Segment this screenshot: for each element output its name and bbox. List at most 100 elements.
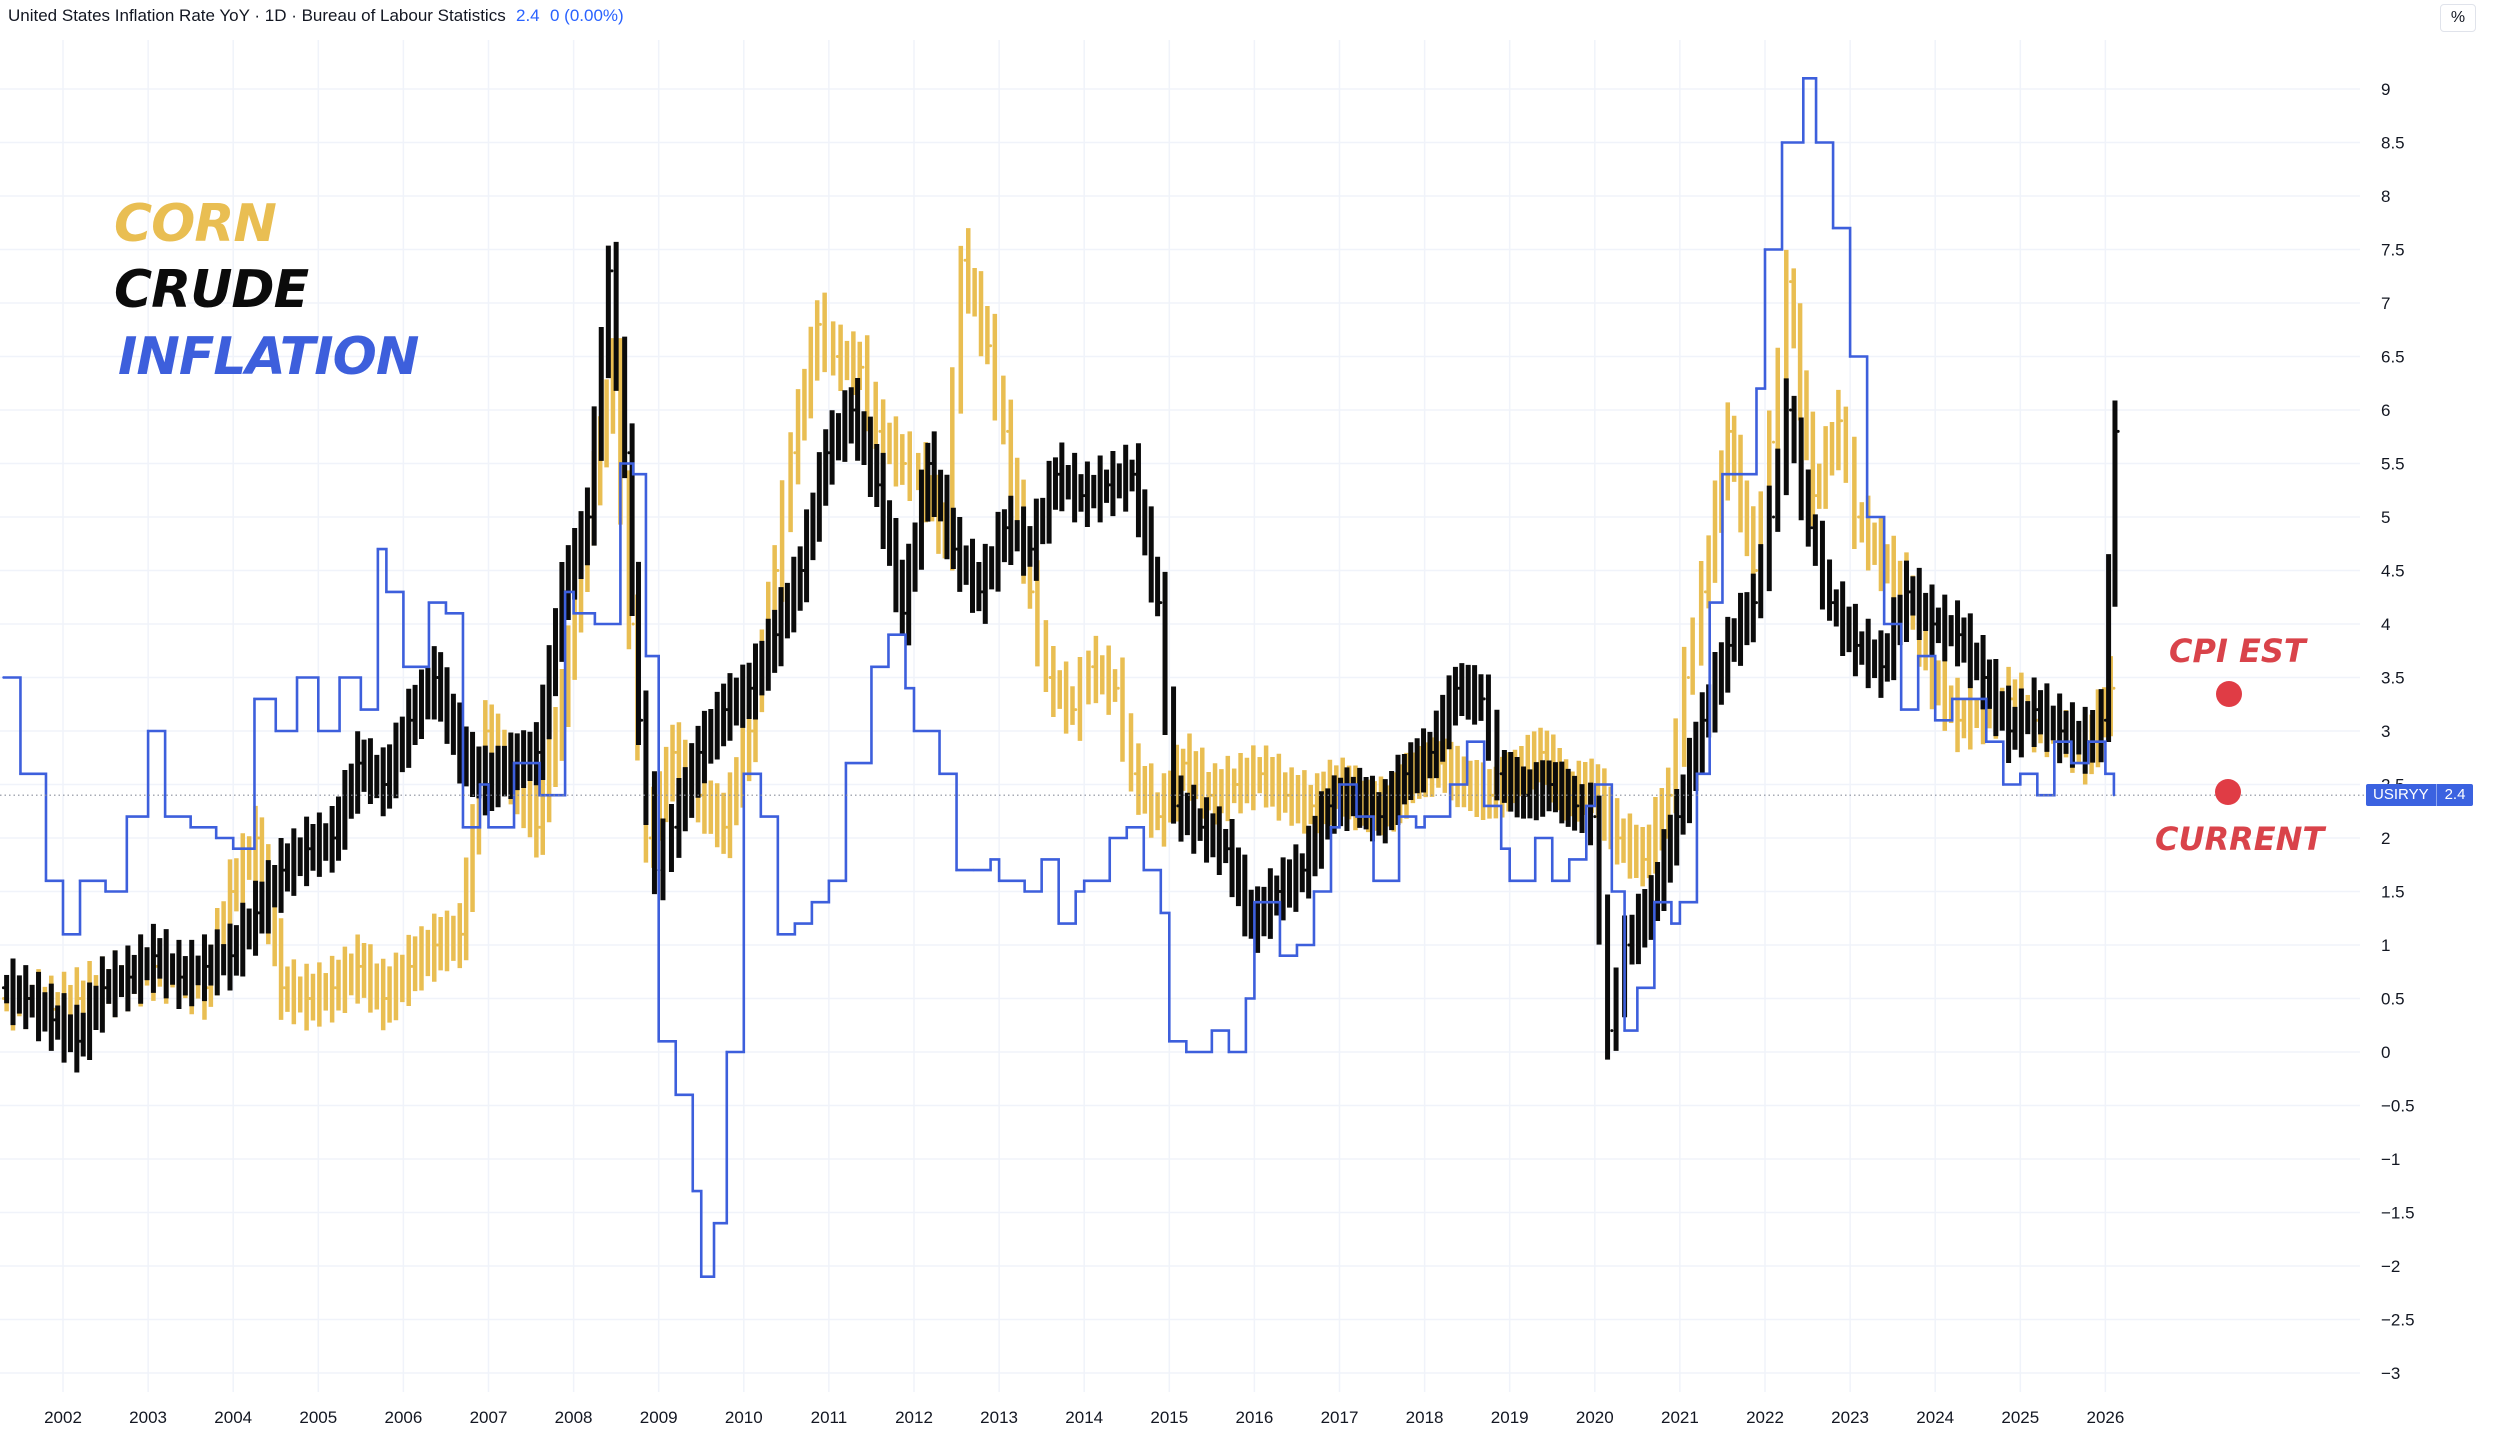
data-point — [903, 611, 907, 615]
data-point — [1695, 772, 1699, 775]
data-point — [1542, 750, 1546, 754]
data-point — [1627, 943, 1631, 947]
data-point — [644, 654, 648, 658]
data-point — [2116, 429, 2120, 433]
data-point — [1831, 226, 1835, 230]
symbol-title[interactable]: United States Inflation Rate YoY · 1D · … — [8, 6, 506, 25]
data-point — [674, 750, 678, 754]
data-point — [1125, 826, 1128, 829]
data-point — [1133, 472, 1137, 476]
data-point — [214, 836, 218, 840]
data-point — [1882, 665, 1886, 669]
data-point — [989, 858, 992, 861]
data-point — [1686, 676, 1690, 679]
data-point — [742, 772, 745, 775]
data-point — [1116, 686, 1120, 690]
data-point — [1184, 761, 1188, 765]
data-point — [1482, 697, 1486, 701]
data-point — [308, 997, 312, 1000]
data-point — [878, 483, 882, 487]
data-point — [712, 1222, 716, 1225]
x-tick-label: 2021 — [1661, 1408, 1699, 1427]
data-point — [1593, 815, 1597, 819]
x-tick-label: 2024 — [1916, 1408, 1954, 1427]
data-point — [1244, 997, 1248, 1000]
data-point — [1738, 473, 1741, 476]
data-point — [1414, 826, 1418, 829]
data-point — [253, 697, 256, 701]
y-axis[interactable]: 98.587.576.565.554.543.532.521.510.50−0.… — [2381, 80, 2415, 1383]
badge-value: 2.4 — [2444, 786, 2466, 803]
y-tick-label: 3 — [2381, 722, 2390, 741]
data-point — [274, 729, 277, 733]
data-point — [1729, 429, 1733, 433]
data-point — [1185, 1050, 1188, 1054]
y-tick-label: 4.5 — [2381, 562, 2405, 581]
data-point — [1108, 483, 1112, 487]
data-point — [1636, 986, 1639, 989]
grid — [0, 40, 2360, 1392]
data-point — [1984, 676, 1988, 679]
y-tick-label: 0.5 — [2381, 990, 2405, 1009]
data-point — [27, 997, 31, 1000]
data-point — [487, 826, 490, 829]
data-point — [538, 825, 542, 829]
data-point — [818, 322, 822, 326]
data-point — [878, 429, 882, 433]
data-point — [1754, 569, 1758, 572]
data-point — [1499, 847, 1503, 850]
x-axis[interactable]: 2002 2003 2004 2005 2006 2007 2008 2009 2010 2011… — [44, 1408, 2124, 1427]
data-point — [1669, 793, 1673, 797]
data-point — [610, 269, 614, 273]
data-point — [1610, 890, 1614, 893]
data-point — [1951, 697, 1954, 701]
x-tick-label: 2010 — [725, 1408, 763, 1427]
y-tick-label: 8.5 — [2381, 134, 2405, 153]
data-point — [1703, 590, 1707, 594]
data-point — [1168, 1040, 1171, 1043]
x-tick-label: 2006 — [384, 1408, 422, 1427]
data-point — [2103, 718, 2107, 722]
data-point — [461, 932, 465, 936]
data-point — [78, 879, 82, 882]
data-point — [2104, 772, 2107, 775]
data-point — [1678, 815, 1682, 819]
data-point — [1031, 547, 1035, 551]
data-point — [333, 986, 337, 990]
data-point — [1031, 590, 1035, 594]
data-point — [1278, 890, 1282, 893]
data-point — [844, 761, 848, 765]
data-point — [1176, 804, 1180, 808]
data-point — [1576, 804, 1580, 808]
data-point — [376, 547, 380, 551]
cpi-est-label: CPI EST — [2169, 632, 2306, 670]
data-point — [1908, 590, 1912, 594]
data-point — [1831, 601, 1835, 605]
data-point — [972, 868, 975, 872]
data-point — [1074, 708, 1078, 712]
data-point — [793, 451, 797, 455]
series-layer — [1, 77, 2120, 1278]
data-point — [699, 750, 703, 754]
data-point — [631, 622, 635, 626]
data-point — [1, 986, 5, 990]
data-point — [1933, 622, 1937, 626]
data-point — [125, 815, 129, 818]
data-point — [1329, 804, 1333, 808]
x-tick-label: 2025 — [2001, 1408, 2039, 1427]
data-point — [1721, 473, 1724, 476]
data-point — [359, 708, 363, 711]
data-point — [1763, 248, 1767, 251]
data-point — [750, 686, 754, 690]
legend-crude: CRUDE — [114, 260, 309, 320]
data-point — [674, 825, 678, 829]
data-point — [1372, 879, 1375, 882]
data-point — [861, 365, 865, 369]
data-point — [2061, 729, 2065, 733]
unit-toggle-button[interactable]: % — [2440, 4, 2476, 32]
data-point — [1006, 526, 1010, 530]
data-point — [997, 879, 1001, 882]
y-tick-label: 7.5 — [2381, 241, 2405, 260]
x-tick-label: 2019 — [1491, 1408, 1529, 1427]
